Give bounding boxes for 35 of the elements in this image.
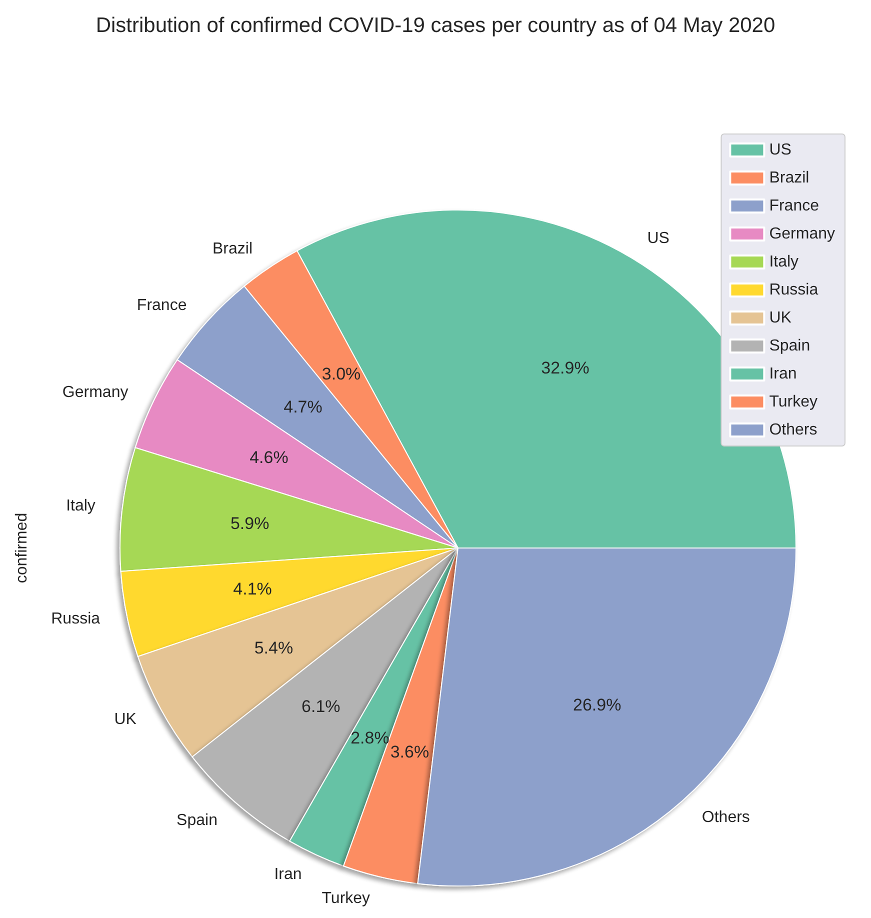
data-label: 4.1% bbox=[233, 580, 272, 599]
legend-label: Brazil bbox=[769, 170, 810, 186]
legend-label: Italy bbox=[769, 254, 799, 270]
slice-label: UK bbox=[114, 710, 137, 728]
data-label: 4.7% bbox=[284, 397, 322, 416]
legend-label: Iran bbox=[769, 366, 797, 382]
data-label: 4.6% bbox=[250, 448, 288, 468]
legend-label: US bbox=[769, 142, 792, 158]
slice-label: France bbox=[136, 297, 187, 314]
slice-label: Brazil bbox=[212, 240, 253, 258]
legend-label: UK bbox=[769, 310, 792, 326]
data-label: 3.6% bbox=[390, 742, 430, 762]
slice-label: Germany bbox=[62, 384, 128, 402]
data-label: 26.9% bbox=[572, 695, 622, 714]
slice-label: Russia bbox=[51, 610, 100, 628]
data-label: 6.1% bbox=[302, 696, 340, 716]
legend-label: Germany bbox=[769, 226, 835, 242]
legend-label: Spain bbox=[769, 338, 810, 354]
slice-label: Italy bbox=[66, 498, 96, 515]
slice-label: Iran bbox=[274, 866, 302, 884]
legend-label: Turkey bbox=[769, 394, 818, 410]
legend-label: France bbox=[769, 198, 820, 214]
slice-label: Others bbox=[702, 808, 750, 826]
data-label: 5.9% bbox=[230, 514, 270, 534]
legend-label: Russia bbox=[769, 282, 818, 298]
data-label: 32.9% bbox=[541, 358, 590, 378]
legend-label: Others bbox=[769, 422, 818, 438]
slice-label: Turkey bbox=[322, 890, 370, 907]
text: confirmed bbox=[14, 512, 30, 584]
chart-title: Distribution of confirmed COVID-19 cases per country as of 04 May 2020 bbox=[96, 14, 776, 37]
data-label: 3.0% bbox=[322, 364, 361, 384]
slice-label: US bbox=[647, 230, 670, 248]
data-label: 5.4% bbox=[254, 638, 294, 658]
slice-label: Spain bbox=[176, 812, 218, 829]
data-label: 2.8% bbox=[350, 728, 390, 748]
